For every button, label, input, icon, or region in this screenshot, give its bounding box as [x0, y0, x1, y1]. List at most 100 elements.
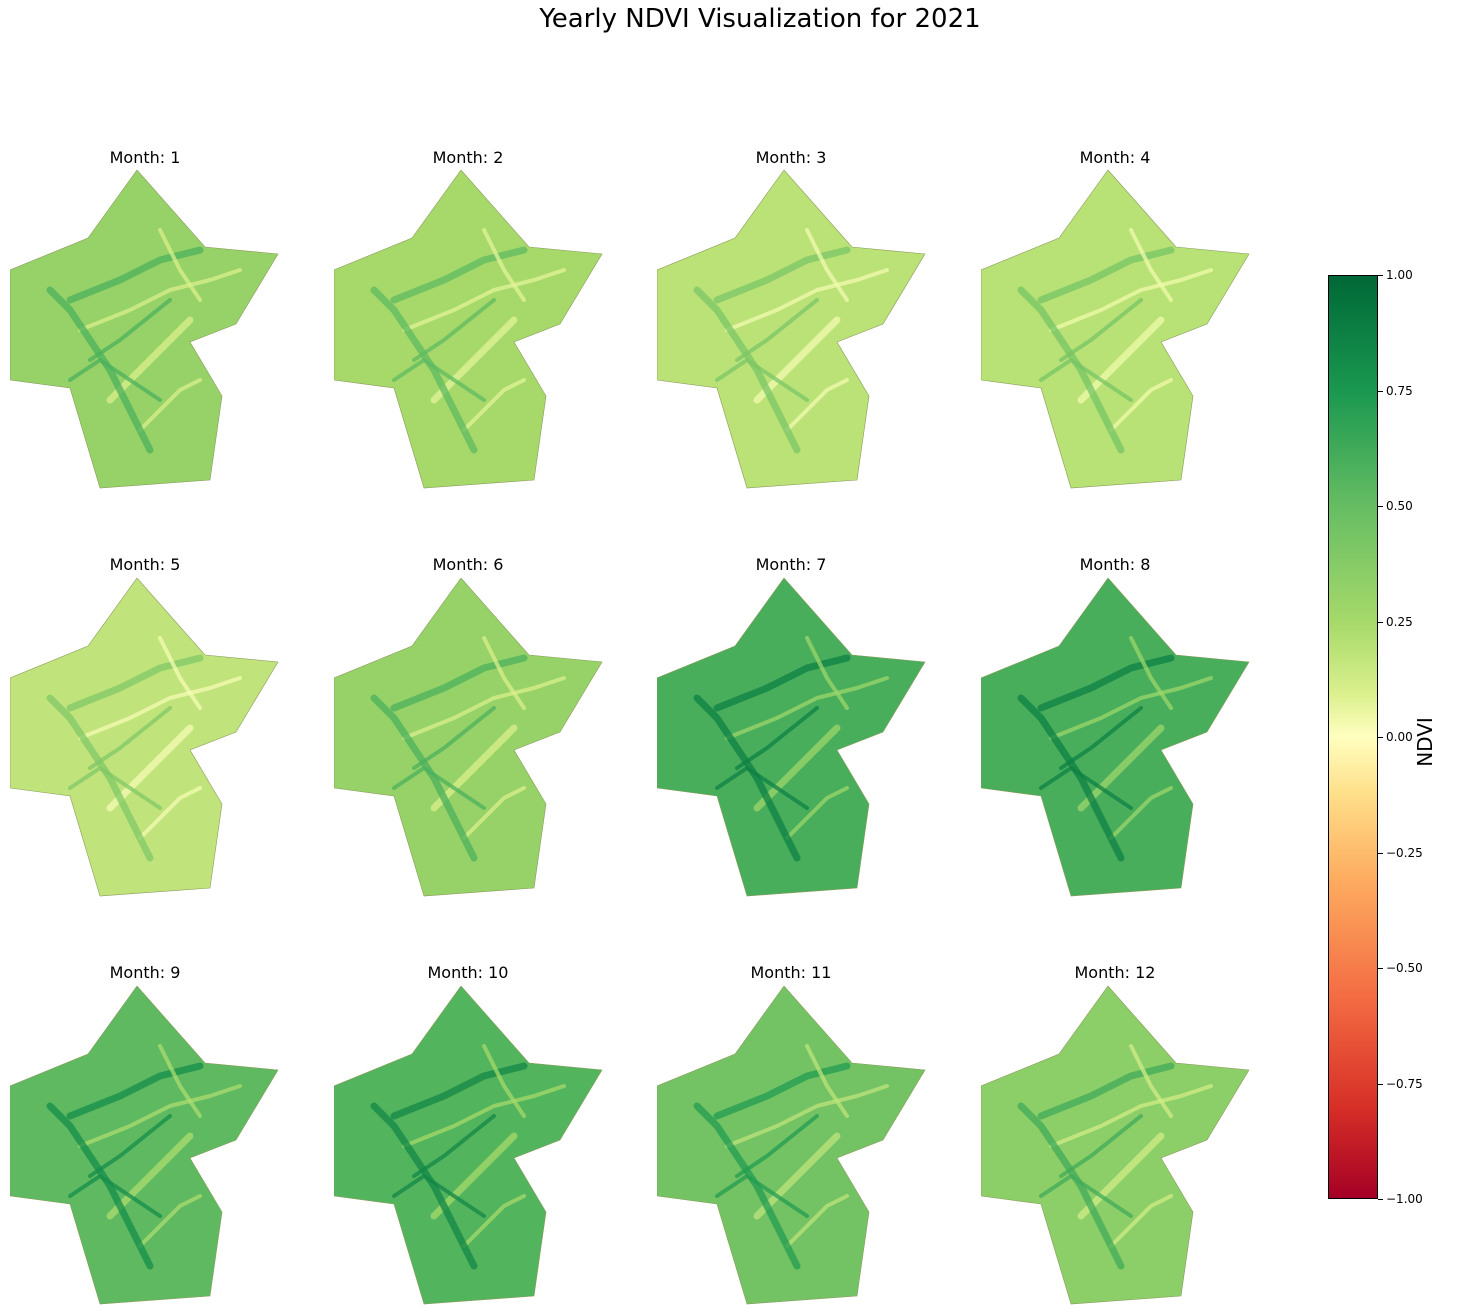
ndvi-field-month-8	[981, 578, 1250, 897]
ndvi-ridge	[138, 378, 202, 432]
colorbar-tick-label: −1.00	[1386, 1192, 1423, 1206]
panel-title-month-5: Month: 5	[109, 555, 181, 574]
ndvi-ridge	[66, 246, 204, 304]
ndvi-ridge	[805, 1044, 849, 1118]
ndvi-ridge	[1109, 786, 1173, 840]
ndvi-ridge	[392, 766, 486, 810]
ndvi-texture	[693, 228, 889, 454]
ndvi-map-month-11	[657, 986, 926, 1305]
ndvi-ridge	[392, 1174, 486, 1218]
ndvi-ridge	[412, 1114, 496, 1178]
ndvi-field-month-10	[334, 986, 603, 1305]
ndvi-ridge	[158, 1044, 202, 1118]
ndvi-map-month-5	[10, 578, 279, 897]
ndvi-ridge	[1017, 694, 1125, 862]
colorbar-tick-label: 0.00	[1386, 730, 1413, 744]
ndvi-ridge	[1039, 1174, 1133, 1218]
ndvi-texture	[1017, 1044, 1213, 1270]
ndvi-ridge	[430, 724, 518, 812]
ndvi-map-month-12	[981, 986, 1250, 1305]
ndvi-field-month-5	[10, 578, 279, 897]
ndvi-ridge	[370, 1102, 478, 1270]
ndvi-ridge	[412, 706, 496, 770]
ndvi-field-month-1	[10, 170, 279, 489]
ndvi-ridge	[785, 1194, 849, 1248]
ndvi-ridge	[1077, 1132, 1165, 1220]
panel-title-month-11: Month: 11	[750, 963, 832, 982]
ndvi-ridge	[805, 228, 849, 302]
ndvi-field-month-3	[657, 170, 926, 489]
ndvi-texture	[1017, 636, 1213, 862]
ndvi-ridge	[88, 1114, 172, 1178]
ndvi-ridge	[462, 378, 526, 432]
ndvi-ridge	[68, 358, 162, 402]
ndvi-texture	[46, 1044, 242, 1270]
colorbar-tick	[1378, 506, 1383, 507]
ndvi-ridge	[1017, 1102, 1125, 1270]
ndvi-ridge	[1037, 654, 1175, 712]
ndvi-ridge	[462, 786, 526, 840]
ndvi-field-month-9	[10, 986, 279, 1305]
panel-title-month-7: Month: 7	[755, 555, 827, 574]
ndvi-field-month-2	[334, 170, 603, 489]
colorbar-tick-label: −0.25	[1386, 846, 1423, 860]
ndvi-ridge	[402, 676, 566, 740]
colorbar-tick	[1378, 968, 1383, 969]
ndvi-map-month-7	[657, 578, 926, 897]
ndvi-texture	[370, 228, 566, 454]
panel-title-month-6: Month: 6	[432, 555, 504, 574]
ndvi-ridge	[390, 654, 528, 712]
colorbar-tick	[1378, 275, 1383, 276]
ndvi-ridge	[46, 1102, 154, 1270]
chart-title: Yearly NDVI Visualization for 2021	[539, 4, 981, 34]
ndvi-ridge	[725, 268, 889, 332]
ndvi-ridge	[158, 636, 202, 710]
ndvi-texture	[370, 636, 566, 862]
ndvi-ridge	[138, 1194, 202, 1248]
ndvi-ridge	[390, 1062, 528, 1120]
ndvi-ridge	[785, 378, 849, 432]
ndvi-ridge	[1077, 316, 1165, 404]
ndvi-texture	[46, 636, 242, 862]
colorbar-tick-label: 1.00	[1386, 268, 1413, 282]
ndvi-field-month-11	[657, 986, 926, 1305]
ndvi-ridge	[1077, 724, 1165, 812]
ndvi-ridge	[88, 298, 172, 362]
colorbar-tick	[1378, 737, 1383, 738]
ndvi-ridge	[725, 676, 889, 740]
ndvi-map-month-9	[10, 986, 279, 1305]
colorbar-tick	[1378, 853, 1383, 854]
ndvi-ridge	[713, 1062, 851, 1120]
ndvi-texture	[693, 1044, 889, 1270]
ndvi-map-month-6	[334, 578, 603, 897]
ndvi-ridge	[753, 724, 841, 812]
colorbar-label: NDVI	[1413, 717, 1437, 767]
colorbar-tick-label: 0.75	[1386, 384, 1413, 398]
ndvi-ridge	[402, 268, 566, 332]
ndvi-field-month-4	[981, 170, 1250, 489]
ndvi-ridge	[1049, 676, 1213, 740]
ndvi-ridge	[158, 228, 202, 302]
ndvi-ridge	[66, 1062, 204, 1120]
ndvi-ridge	[370, 286, 478, 454]
ndvi-ridge	[462, 1194, 526, 1248]
ndvi-ridge	[713, 246, 851, 304]
ndvi-ridge	[693, 694, 801, 862]
ndvi-ridge	[46, 286, 154, 454]
ndvi-ridge	[1037, 246, 1175, 304]
panel-title-month-9: Month: 9	[109, 963, 181, 982]
panel-title-month-1: Month: 1	[109, 148, 181, 167]
ndvi-ridge	[78, 676, 242, 740]
panel-title-month-4: Month: 4	[1079, 148, 1151, 167]
ndvi-ridge	[725, 1084, 889, 1148]
ndvi-ridge	[68, 1174, 162, 1218]
ndvi-ridge	[1129, 228, 1173, 302]
ndvi-map-month-4	[981, 170, 1250, 489]
ndvi-ridge	[392, 358, 486, 402]
ndvi-ridge	[753, 316, 841, 404]
ndvi-ridge	[430, 1132, 518, 1220]
ndvi-ridge	[735, 706, 819, 770]
ndvi-ridge	[106, 724, 194, 812]
ndvi-ridge	[693, 1102, 801, 1270]
colorbar-tick	[1378, 1084, 1383, 1085]
